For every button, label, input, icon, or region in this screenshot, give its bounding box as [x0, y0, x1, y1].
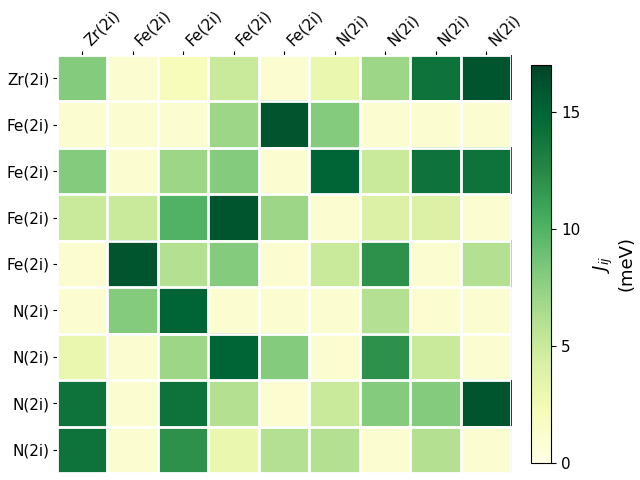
- Y-axis label: $J_{ij}$
(meV): $J_{ij}$ (meV): [591, 237, 636, 291]
